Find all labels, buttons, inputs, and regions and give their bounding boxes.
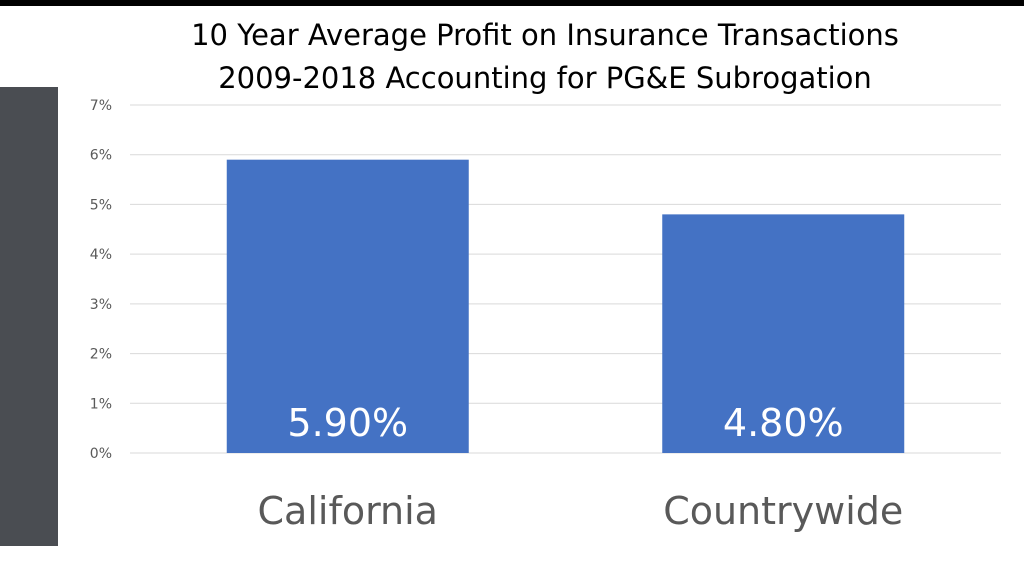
y-tick-label: 3% — [90, 297, 112, 313]
y-tick-label: 7% — [90, 98, 112, 114]
x-category-label: California — [258, 489, 438, 533]
y-tick-label: 2% — [90, 347, 112, 363]
top-window-strip — [0, 0, 1024, 6]
y-tick-label: 1% — [90, 396, 112, 412]
chart-title-block: 10 Year Average Profit on Insurance Tran… — [120, 14, 970, 100]
chart-subtitle: 2009-2018 Accounting for PG&E Subrogatio… — [218, 61, 872, 95]
y-axis-ticks: 0% 1% 2% 3% 4% 5% 6% 7% — [90, 98, 112, 462]
side-panel — [0, 87, 58, 546]
data-label: 5.90% — [287, 401, 408, 445]
bar-countrywide — [662, 214, 905, 453]
y-tick-label: 6% — [90, 148, 112, 164]
data-label: 4.80% — [723, 401, 844, 445]
x-axis-labels: California Countrywide — [258, 489, 904, 533]
y-tick-label: 5% — [90, 197, 112, 213]
x-category-label: Countrywide — [663, 489, 903, 533]
bar-california — [226, 159, 469, 453]
chart-title: 10 Year Average Profit on Insurance Tran… — [191, 18, 899, 52]
bars: 5.90% 4.80% — [226, 159, 905, 453]
y-tick-label: 0% — [90, 446, 112, 462]
y-tick-label: 4% — [90, 247, 112, 263]
